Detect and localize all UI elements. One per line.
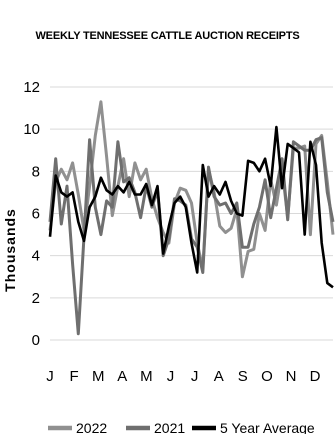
x-tick-label: S xyxy=(238,368,248,385)
y-tick-label: 6 xyxy=(32,206,40,223)
chart-title: WEEKLY TENNESSEE CATTLE AUCTION RECEIPTS xyxy=(35,30,300,42)
y-axis-label: Thousands xyxy=(2,208,18,292)
y-tick-label: 2 xyxy=(32,290,40,307)
y-tick-label: 4 xyxy=(32,248,40,265)
y-tick-label: 8 xyxy=(32,163,40,180)
legend: 2022 2021 5 Year Average xyxy=(48,420,315,434)
series-line-3 xyxy=(48,125,334,289)
y-tick-label: 0 xyxy=(32,332,40,349)
x-tick-label: N xyxy=(286,368,297,385)
legend-label: 5 Year Average xyxy=(220,420,315,434)
x-tick-label: M xyxy=(140,368,153,385)
x-tick-label: J xyxy=(191,368,199,385)
x-tick-label: F xyxy=(70,368,79,385)
y-tick-labels: 0 2 4 6 8 10 12 xyxy=(23,79,40,349)
legend-label: 2022 xyxy=(76,420,107,434)
x-tick-label: D xyxy=(310,368,321,385)
legend-label: 2021 xyxy=(154,420,185,434)
y-tick-label: 10 xyxy=(23,121,40,138)
x-tick-label: A xyxy=(117,368,127,385)
series-lines xyxy=(48,100,335,336)
x-tick-label: M xyxy=(92,368,105,385)
x-tick-label: J xyxy=(167,368,175,385)
y-tick-label: 12 xyxy=(23,79,40,96)
x-tick-label: O xyxy=(261,368,273,385)
x-tick-label: J xyxy=(46,368,54,385)
x-tick-label: A xyxy=(214,368,224,385)
